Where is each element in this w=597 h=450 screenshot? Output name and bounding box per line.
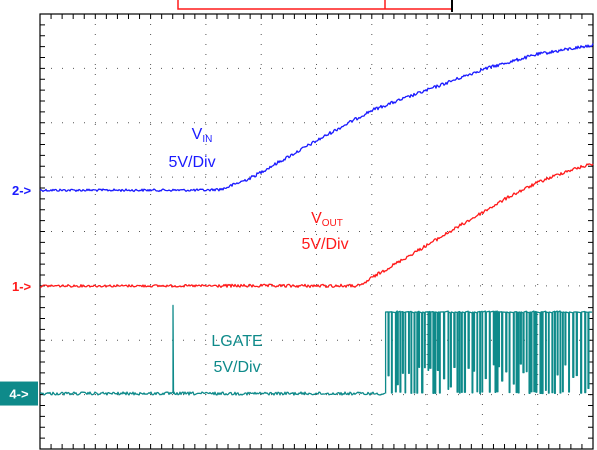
trace-label-lgate: LGATE <box>211 333 262 350</box>
channel-4-marker: 4-> <box>9 387 29 402</box>
trace-label-vout: VOUT <box>311 210 343 229</box>
trace-vin <box>39 43 594 193</box>
trace-scale-vout: 5V/Div <box>301 236 348 253</box>
channel-4-marker-box <box>0 381 38 406</box>
trace-vout <box>39 163 594 289</box>
traces <box>39 43 594 396</box>
trace-scale-lgate: 5V/Div <box>213 359 260 376</box>
channel-markers: 2-> 1-> 4-> <box>0 183 38 406</box>
trace-label-vin: VIN <box>192 126 213 145</box>
channel-1-marker: 1-> <box>12 279 32 294</box>
trace-scale-vin: 5V/Div <box>168 154 215 171</box>
trace-lgate <box>39 304 593 396</box>
channel-labels: VIN 5V/Div VOUT 5V/Div LGATE 5V/Div <box>168 126 348 376</box>
trigger-position-marker <box>177 0 453 12</box>
channel-2-marker: 2-> <box>12 183 32 198</box>
trigger-bracket <box>177 0 453 10</box>
